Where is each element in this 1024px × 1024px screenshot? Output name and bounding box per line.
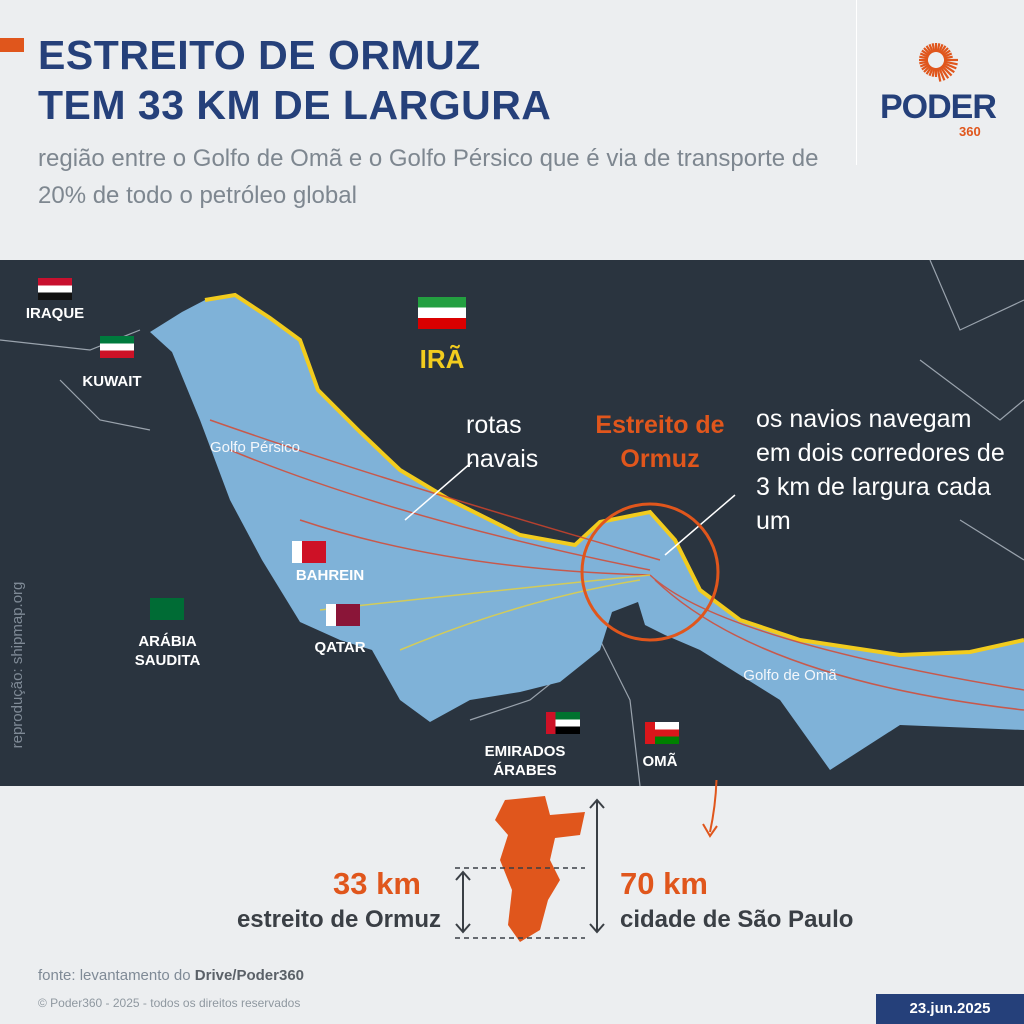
bahrain-flag-icon: [292, 541, 326, 563]
sp-width-value: 70 km: [620, 866, 708, 901]
saudi-flag-icon: [150, 598, 184, 620]
label-iran: IRÃ: [419, 344, 465, 374]
subtitle: região entre o Golfo de Omã e o Golfo Pé…: [38, 145, 819, 209]
label-saudi-arabia: ARÁBIA SAUDITA: [134, 633, 201, 669]
label-oman: OMÃ: [642, 753, 678, 770]
logo-number: 360: [959, 124, 981, 139]
title-line-1: ESTREITO DE ORMUZ: [38, 32, 481, 78]
measure-arrows: [455, 798, 605, 934]
copyright: © Poder360 - 2025 - todos os direitos re…: [38, 996, 301, 1010]
measure-dashes: [455, 867, 585, 939]
source-prefix: fonte: levantamento do: [38, 967, 195, 984]
label-qatar: QATAR: [314, 639, 366, 656]
strait-width-value: 33 km: [333, 866, 421, 901]
gulf-water: [150, 295, 1024, 770]
sp-width-label: cidade de São Paulo: [620, 906, 854, 933]
map-graphic: [0, 260, 1024, 786]
shipping-routes-yellow: [319, 574, 651, 651]
strait-link-arrow: [709, 780, 718, 833]
iraq-flag-icon: [38, 278, 72, 300]
oman-flag-icon: [645, 722, 679, 744]
strait-width-label: estreito de Ormuz: [236, 906, 441, 933]
qatar-flag-icon: [326, 604, 360, 626]
label-kuwait: KUWAIT: [82, 373, 142, 390]
routes-pointer: [404, 461, 473, 521]
divider: [856, 0, 857, 165]
kuwait-flag-icon: [100, 336, 134, 358]
iran-flag-icon: [418, 297, 466, 329]
label-gulf-of-oman: Golfo de Omã: [743, 667, 837, 684]
title-line-2: TEM 33 KM DE LARGURA: [38, 82, 552, 128]
strait-circle: [580, 502, 720, 642]
label-persian-gulf: Golfo Pérsico: [209, 439, 301, 456]
page-title: ESTREITO DE ORMUZ TEM 33 KM DE LARGURA: [38, 30, 551, 130]
map: IRAQUE KUWAIT IRÃ Golfo Pérsico rotas na…: [0, 260, 1024, 786]
comparison-graphic: [455, 780, 718, 942]
accent-bar: [0, 38, 24, 52]
iran-coastline: [204, 292, 1024, 658]
label-uae: EMIRADOS ÁRABES: [484, 743, 566, 779]
image-credit: reprodução: shipmap.org: [9, 581, 26, 749]
annotation-routes: rotas navais: [466, 411, 539, 473]
annotation-corridors: os navios navegam em dois corredores de …: [756, 405, 1005, 535]
label-iraq: IRAQUE: [25, 305, 85, 322]
date-badge: 23.jun.2025: [876, 994, 1024, 1024]
source: fonte: levantamento do Drive/Poder360: [38, 967, 304, 984]
annotation-strait: Estreito de Ormuz: [595, 411, 725, 473]
label-bahrain: BAHREIN: [295, 567, 365, 584]
sun-logo-icon: [919, 43, 958, 82]
uae-flag-icon: [546, 712, 580, 734]
sao-paulo-shape: [495, 796, 585, 942]
source-name: Drive/Poder360: [194, 967, 305, 984]
logo-word: PODER: [880, 88, 997, 126]
